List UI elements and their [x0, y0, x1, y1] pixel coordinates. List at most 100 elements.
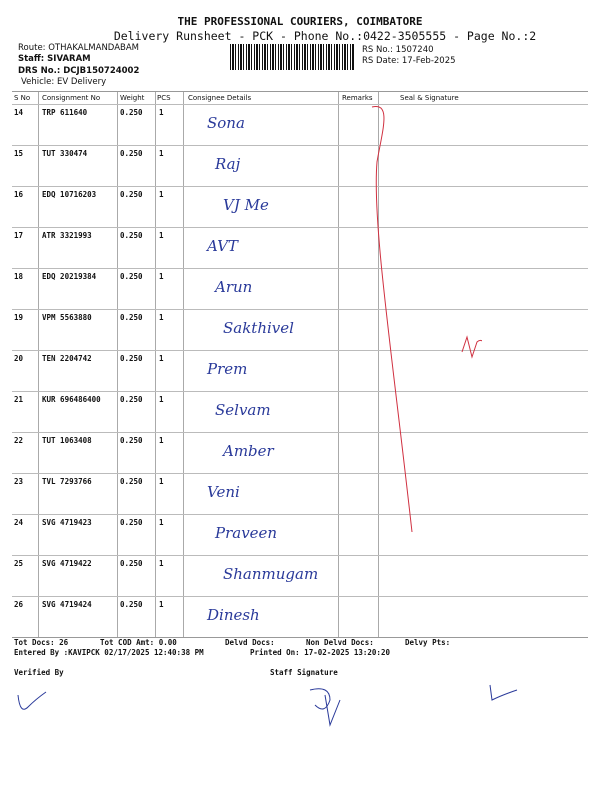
verified-by: Verified By — [14, 668, 64, 677]
consignee-signature: Sona — [207, 114, 245, 132]
table-row: 26 SVG 4719424 0.250 1 Dinesh — [12, 596, 588, 638]
weight: 0.250 — [120, 559, 143, 568]
table-row: 20 TEN 2204742 0.250 1 Prem — [12, 350, 588, 392]
consignment-number: TUT 330474 — [42, 149, 88, 158]
pieces: 1 — [159, 313, 164, 322]
weight: 0.250 — [120, 600, 143, 609]
consignment-number: TVL 7293766 — [42, 477, 92, 486]
weight: 0.250 — [120, 395, 143, 404]
consignment-number: ATR 3321993 — [42, 231, 92, 240]
pieces: 1 — [159, 108, 164, 117]
consignee-signature: Veni — [207, 483, 240, 501]
runsheet-subtitle: Delivery Runsheet - PCK - Phone No.:0422… — [113, 29, 537, 43]
delvd-docs: Delvd Docs: — [225, 638, 275, 647]
tot-cod: Tot COD Amt: 0.00 — [100, 638, 177, 647]
table-row: 25 SVG 4719422 0.250 1 Shanmugam — [12, 555, 588, 597]
serial-number: 26 — [14, 600, 24, 609]
weight: 0.250 — [120, 108, 143, 117]
pieces: 1 — [159, 354, 164, 363]
consignee-signature: VJ Me — [223, 196, 269, 214]
weight: 0.250 — [120, 436, 143, 445]
barcode — [230, 44, 355, 70]
weight: 0.250 — [120, 231, 143, 240]
table-row: 22 TUT 1063408 0.250 1 Amber — [12, 432, 588, 474]
consignment-number: VPM 5563880 — [42, 313, 92, 322]
table-row: 19 VPM 5563880 0.250 1 Sakthivel — [12, 309, 588, 351]
pieces: 1 — [159, 190, 164, 199]
weight: 0.250 — [120, 354, 143, 363]
table-row: 23 TVL 7293766 0.250 1 Veni — [12, 473, 588, 515]
serial-number: 24 — [14, 518, 24, 527]
weight: 0.250 — [120, 149, 143, 158]
serial-number: 21 — [14, 395, 24, 404]
serial-number: 14 — [14, 108, 24, 117]
serial-number: 19 — [14, 313, 24, 322]
table-row: 15 TUT 330474 0.250 1 Raj — [12, 145, 588, 187]
rs-date: RS Date: 17-Feb-2025 — [362, 56, 456, 66]
pieces: 1 — [159, 477, 164, 486]
drs-number: DRS No.: DCJB150724002 — [18, 66, 140, 76]
delvy-pts: Delvy Pts: — [405, 638, 451, 647]
consignee-signature: Amber — [223, 442, 274, 460]
col-sno: S No — [14, 94, 31, 102]
table-row: 24 SVG 4719423 0.250 1 Praveen — [12, 514, 588, 556]
weight: 0.250 — [120, 477, 143, 486]
col-consignee: Consignee Details — [188, 94, 252, 102]
col-pcs: PCS — [157, 94, 171, 102]
consignee-signature: Selvam — [215, 401, 271, 419]
consignment-number: TRP 611640 — [42, 108, 88, 117]
signatures — [17, 684, 518, 727]
printed-on: Printed On: 17-02-2025 13:20:20 — [250, 648, 390, 657]
table-row: 18 EDQ 20219384 0.250 1 Arun — [12, 268, 588, 310]
route: Route: OTHAKALMANDABAM — [18, 43, 140, 53]
pieces: 1 — [159, 518, 164, 527]
consignment-number: TEN 2204742 — [42, 354, 92, 363]
tot-docs: Tot Docs: 26 — [14, 638, 69, 647]
pieces: 1 — [159, 395, 164, 404]
consignee-signature: Raj — [215, 155, 241, 173]
staff-signature-label: Staff Signature — [270, 668, 338, 677]
serial-number: 16 — [14, 190, 24, 199]
serial-number: 18 — [14, 272, 24, 281]
remark-scribble — [371, 106, 482, 533]
consignee-signature: Dinesh — [207, 606, 260, 624]
consignment-number: EDQ 20219384 — [42, 272, 97, 281]
pieces: 1 — [159, 231, 164, 240]
company-title: THE PROFESSIONAL COURIERS, COIMBATORE — [177, 15, 423, 28]
col-remarks: Remarks — [342, 94, 373, 102]
consignee-signature: Sakthivel — [223, 319, 294, 337]
consignee-signature: Shanmugam — [223, 565, 319, 583]
staff: Staff: SIVARAM — [18, 54, 91, 64]
col-seal: Seal & Signature — [400, 94, 459, 102]
consignee-signature: AVT — [207, 237, 238, 255]
table-row: 21 KUR 696486400 0.250 1 Selvam — [12, 391, 588, 433]
consignee-signature: Arun — [215, 278, 253, 296]
consignment-number: TUT 1063408 — [42, 436, 92, 445]
table-row: 17 ATR 3321993 0.250 1 AVT — [12, 227, 588, 269]
serial-number: 22 — [14, 436, 24, 445]
entered-by: Entered By :KAVIPCK 02/17/2025 12:40:38 … — [14, 648, 204, 657]
pieces: 1 — [159, 600, 164, 609]
col-weight: Weight — [120, 94, 145, 102]
pieces: 1 — [159, 436, 164, 445]
serial-number: 25 — [14, 559, 24, 568]
pieces: 1 — [159, 559, 164, 568]
consignment-number: SVG 4719424 — [42, 600, 92, 609]
serial-number: 23 — [14, 477, 24, 486]
consignee-signature: Praveen — [215, 524, 278, 542]
consignment-number: EDQ 10716203 — [42, 190, 97, 199]
col-consignment: Consignment No — [42, 94, 101, 102]
consignment-number: KUR 696486400 — [42, 395, 101, 404]
serial-number: 17 — [14, 231, 24, 240]
weight: 0.250 — [120, 272, 143, 281]
rs-number: RS No.: 1507240 — [362, 45, 434, 55]
table-row: 14 TRP 611640 0.250 1 Sona — [12, 104, 588, 146]
serial-number: 15 — [14, 149, 24, 158]
runsheet-table: S No Consignment No Weight PCS Consignee… — [12, 91, 588, 638]
pieces: 1 — [159, 149, 164, 158]
weight: 0.250 — [120, 313, 143, 322]
weight: 0.250 — [120, 518, 143, 527]
vehicle: Vehicle: EV Delivery — [21, 77, 107, 87]
consignment-number: SVG 4719422 — [42, 559, 92, 568]
